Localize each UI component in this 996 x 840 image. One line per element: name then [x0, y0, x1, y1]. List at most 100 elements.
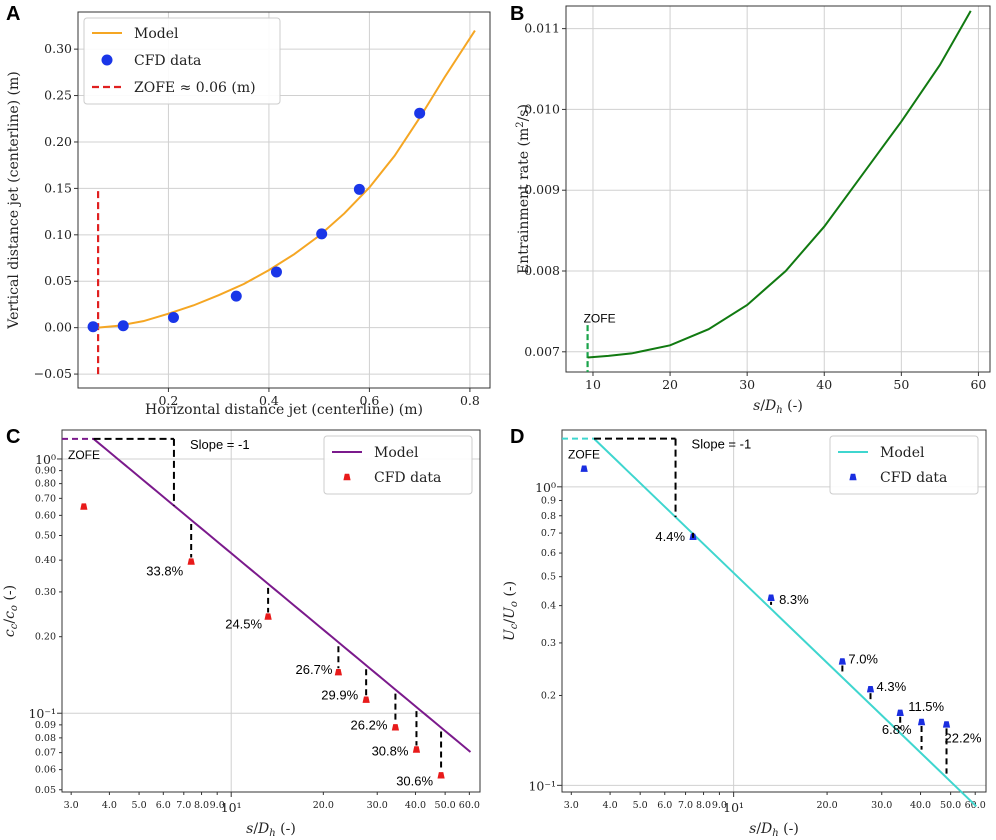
c-ytick-label: 0.07 — [35, 748, 56, 759]
b-ytick-label: 0.007 — [524, 344, 560, 359]
c-xtick-label: 8.0 — [194, 800, 209, 811]
c-ytick-label: 0.90 — [35, 466, 56, 477]
d-xtick-label: 10¹ — [723, 800, 744, 815]
c-error-label: 29.9% — [321, 688, 358, 703]
d-xtick-label: 3.0 — [564, 800, 579, 811]
c-xtick-label: 40.0 — [405, 800, 426, 811]
b-xtick-label: 20 — [662, 377, 678, 392]
c-xlabel: s/Dh (-) — [246, 821, 296, 839]
d-xtick-label: 4.0 — [603, 800, 618, 811]
c-cfd-point — [437, 772, 445, 779]
c-ytick-label: 0.09 — [35, 720, 56, 731]
d-plot-frame — [561, 429, 987, 793]
c-model-line — [92, 438, 472, 753]
a-cfd-point — [167, 311, 179, 323]
c-xtick-label: 60.0 — [459, 800, 480, 811]
c-ytick-label: 0.80 — [35, 479, 56, 490]
a-ytick-label: 0.20 — [44, 134, 72, 149]
b-ytick-label: 0.010 — [524, 101, 560, 116]
a-legend-model-label: Model — [134, 26, 179, 42]
a-ytick-label: 0.05 — [44, 273, 72, 288]
a-ytick-label: 0.30 — [44, 41, 72, 56]
a-cfd-point — [117, 320, 129, 332]
c-xtick-label: 9.0 — [210, 800, 225, 811]
c-ytick-label: 0.40 — [35, 555, 56, 566]
a-cfd-point — [270, 266, 282, 278]
a-cfd-point — [353, 183, 365, 195]
d-error-label: 22.2% — [945, 730, 982, 745]
d-xlabel: s/Dh (-) — [749, 821, 799, 839]
d-xtick-label: 50.0 — [940, 800, 961, 811]
a-ytick-label: 0.00 — [44, 320, 72, 335]
d-error-label: 11.5% — [908, 699, 944, 714]
c-legend-cfd-label: CFD data — [374, 470, 441, 486]
c-xtick-label: 7.0 — [176, 800, 191, 811]
a-model-line — [98, 30, 476, 329]
d-legend-model-label: Model — [880, 445, 925, 461]
c-ytick-label: 0.08 — [35, 733, 56, 744]
d-cfd-point — [896, 709, 904, 716]
a-legend-box — [83, 17, 281, 105]
d-cfd-point — [917, 718, 926, 726]
d-ytick-label: 0.6 — [541, 548, 556, 559]
d-model-line — [593, 437, 978, 808]
d-ytick-label: 0.8 — [541, 511, 556, 522]
c-cfd-point — [391, 724, 400, 731]
d-legend-cfd-swatch — [849, 473, 857, 481]
c-ylabel: cc/co (-) — [2, 585, 20, 637]
d-zofe-label: ZOFE — [568, 448, 600, 462]
d-ytick-label: 0.3 — [541, 638, 556, 649]
c-cfd-point — [264, 613, 272, 620]
a-xtick-label: 0.6 — [359, 393, 379, 408]
b-xtick-label: 40 — [816, 377, 832, 392]
a-legend-cfd-label: CFD data — [134, 53, 201, 69]
c-error-label: 24.5% — [225, 617, 262, 632]
c-xtick-label: 4.0 — [102, 800, 117, 811]
d-xtick-label: 30.0 — [871, 800, 892, 811]
d-legend-box — [829, 435, 979, 495]
c-cfd-point — [80, 503, 88, 510]
c-ytick-label: 0.60 — [35, 510, 56, 521]
d-xtick-label: 20.0 — [817, 800, 838, 811]
d-ytick-label: 10⁻¹ — [528, 778, 556, 793]
c-ytick-label: 0.50 — [35, 531, 56, 542]
d-ytick-label: 0.2 — [541, 690, 556, 701]
c-ytick-label: 0.70 — [35, 493, 56, 504]
b-plot-frame — [565, 5, 991, 373]
c-ytick-label: 0.06 — [35, 765, 56, 776]
c-ytick-label: 0.05 — [35, 785, 56, 796]
d-slope-label: Slope = -1 — [692, 437, 752, 452]
a-xlabel: Horizontal distance jet (centerline) (m) — [145, 402, 423, 418]
a-cfd-point — [316, 228, 328, 240]
d-xtick-label: 8.0 — [696, 800, 711, 811]
d-cfd-point — [942, 721, 951, 728]
c-cfd-point — [187, 558, 195, 565]
c-slope-label: Slope = -1 — [190, 437, 250, 452]
b-xtick-label: 60 — [970, 377, 986, 392]
c-cfd-point — [334, 669, 342, 676]
d-cfd-point — [580, 465, 588, 472]
a-legend-cfd-swatch — [101, 54, 113, 66]
c-xtick-label: 10¹ — [221, 800, 242, 815]
b-ytick-label: 0.011 — [524, 21, 560, 36]
d-error-label: 6.8% — [882, 722, 912, 737]
c-error-label: 30.8% — [372, 744, 409, 759]
c-legend-model-label: Model — [374, 445, 419, 461]
d-ytick-label: 0.4 — [541, 601, 556, 612]
c-xtick-label: 20.0 — [313, 800, 334, 811]
d-xtick-label: 7.0 — [678, 800, 693, 811]
panel-a-chart: 0.2 0.4 0.6 0.8 −0.05 0.00 0.05 0.10 0.15 0.20 0.2… — [6, 11, 491, 418]
b-xtick-label: 30 — [739, 377, 755, 392]
b-xlabel: s/Dh (-) — [753, 398, 803, 416]
b-ytick-label: 0.008 — [524, 263, 560, 278]
d-ytick-label: 0.5 — [541, 572, 556, 583]
d-ytick-label: 0.7 — [541, 528, 556, 539]
a-cfd-point — [414, 107, 426, 119]
a-legend-zofe-label: ZOFE ≈ 0.06 (m) — [134, 80, 256, 96]
b-xtick-label: 10 — [585, 377, 601, 392]
d-error-label: 4.3% — [877, 679, 907, 694]
d-xtick-label: 40.0 — [910, 800, 931, 811]
